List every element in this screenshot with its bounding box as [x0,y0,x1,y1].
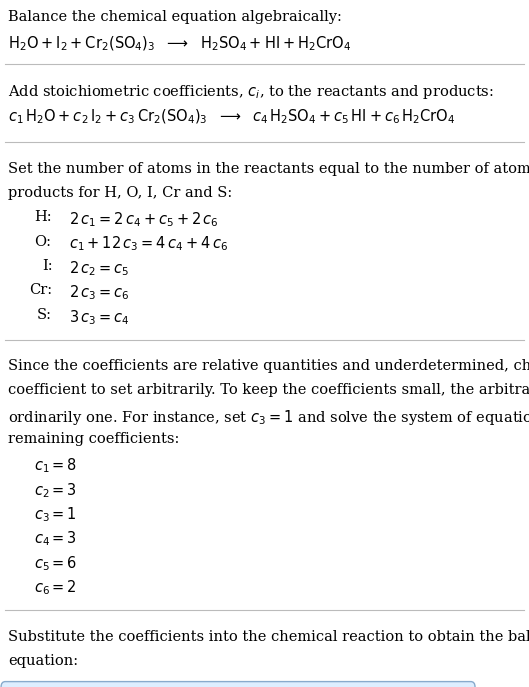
Text: $2\,c_1 = 2\,c_4 + c_5 + 2\,c_6$: $2\,c_1 = 2\,c_4 + c_5 + 2\,c_6$ [69,210,218,229]
Text: coefficient to set arbitrarily. To keep the coefficients small, the arbitrary va: coefficient to set arbitrarily. To keep … [8,383,529,398]
Text: Since the coefficients are relative quantities and underdetermined, choose a: Since the coefficients are relative quan… [8,359,529,373]
Text: $\mathdefault{H_2O + I_2 + Cr_2(SO_4)_3}$  $\longrightarrow$  $\mathdefault{H_2S: $\mathdefault{H_2O + I_2 + Cr_2(SO_4)_3}… [8,34,351,53]
Text: $c_6 = 2$: $c_6 = 2$ [34,578,77,597]
Text: Cr:: Cr: [29,284,52,297]
Text: $2\,c_3 = c_6$: $2\,c_3 = c_6$ [69,284,129,302]
Text: $c_5 = 6$: $c_5 = 6$ [34,554,78,573]
Text: H:: H: [34,210,52,224]
Text: $c_3 = 1$: $c_3 = 1$ [34,506,77,524]
Text: O:: O: [34,235,51,249]
Text: ordinarily one. For instance, set $c_3 = 1$ and solve the system of equations fo: ordinarily one. For instance, set $c_3 =… [8,408,529,427]
Text: $c_1 = 8$: $c_1 = 8$ [34,457,78,475]
Text: $c_1 + 12\,c_3 = 4\,c_4 + 4\,c_6$: $c_1 + 12\,c_3 = 4\,c_4 + 4\,c_6$ [69,235,228,254]
Text: Set the number of atoms in the reactants equal to the number of atoms in the: Set the number of atoms in the reactants… [8,161,529,175]
Text: S:: S: [37,308,52,322]
Text: Balance the chemical equation algebraically:: Balance the chemical equation algebraica… [8,10,342,24]
Text: I:: I: [42,259,53,273]
Text: $c_4 = 3$: $c_4 = 3$ [34,530,77,548]
FancyBboxPatch shape [1,682,475,687]
Text: $3\,c_3 = c_4$: $3\,c_3 = c_4$ [69,308,130,326]
Text: $c_1\, \mathdefault{H_2O} + c_2\, \mathdefault{I_2} + c_3\, \mathdefault{Cr_2(SO: $c_1\, \mathdefault{H_2O} + c_2\, \mathd… [8,108,455,126]
Text: Add stoichiometric coefficients, $c_i$, to the reactants and products:: Add stoichiometric coefficients, $c_i$, … [8,83,494,102]
Text: $2\,c_2 = c_5$: $2\,c_2 = c_5$ [69,259,129,278]
Text: $c_2 = 3$: $c_2 = 3$ [34,481,77,499]
Text: products for H, O, I, Cr and S:: products for H, O, I, Cr and S: [8,186,232,200]
Text: Substitute the coefficients into the chemical reaction to obtain the balanced: Substitute the coefficients into the che… [8,630,529,644]
Text: remaining coefficients:: remaining coefficients: [8,432,179,447]
Text: equation:: equation: [8,654,78,668]
